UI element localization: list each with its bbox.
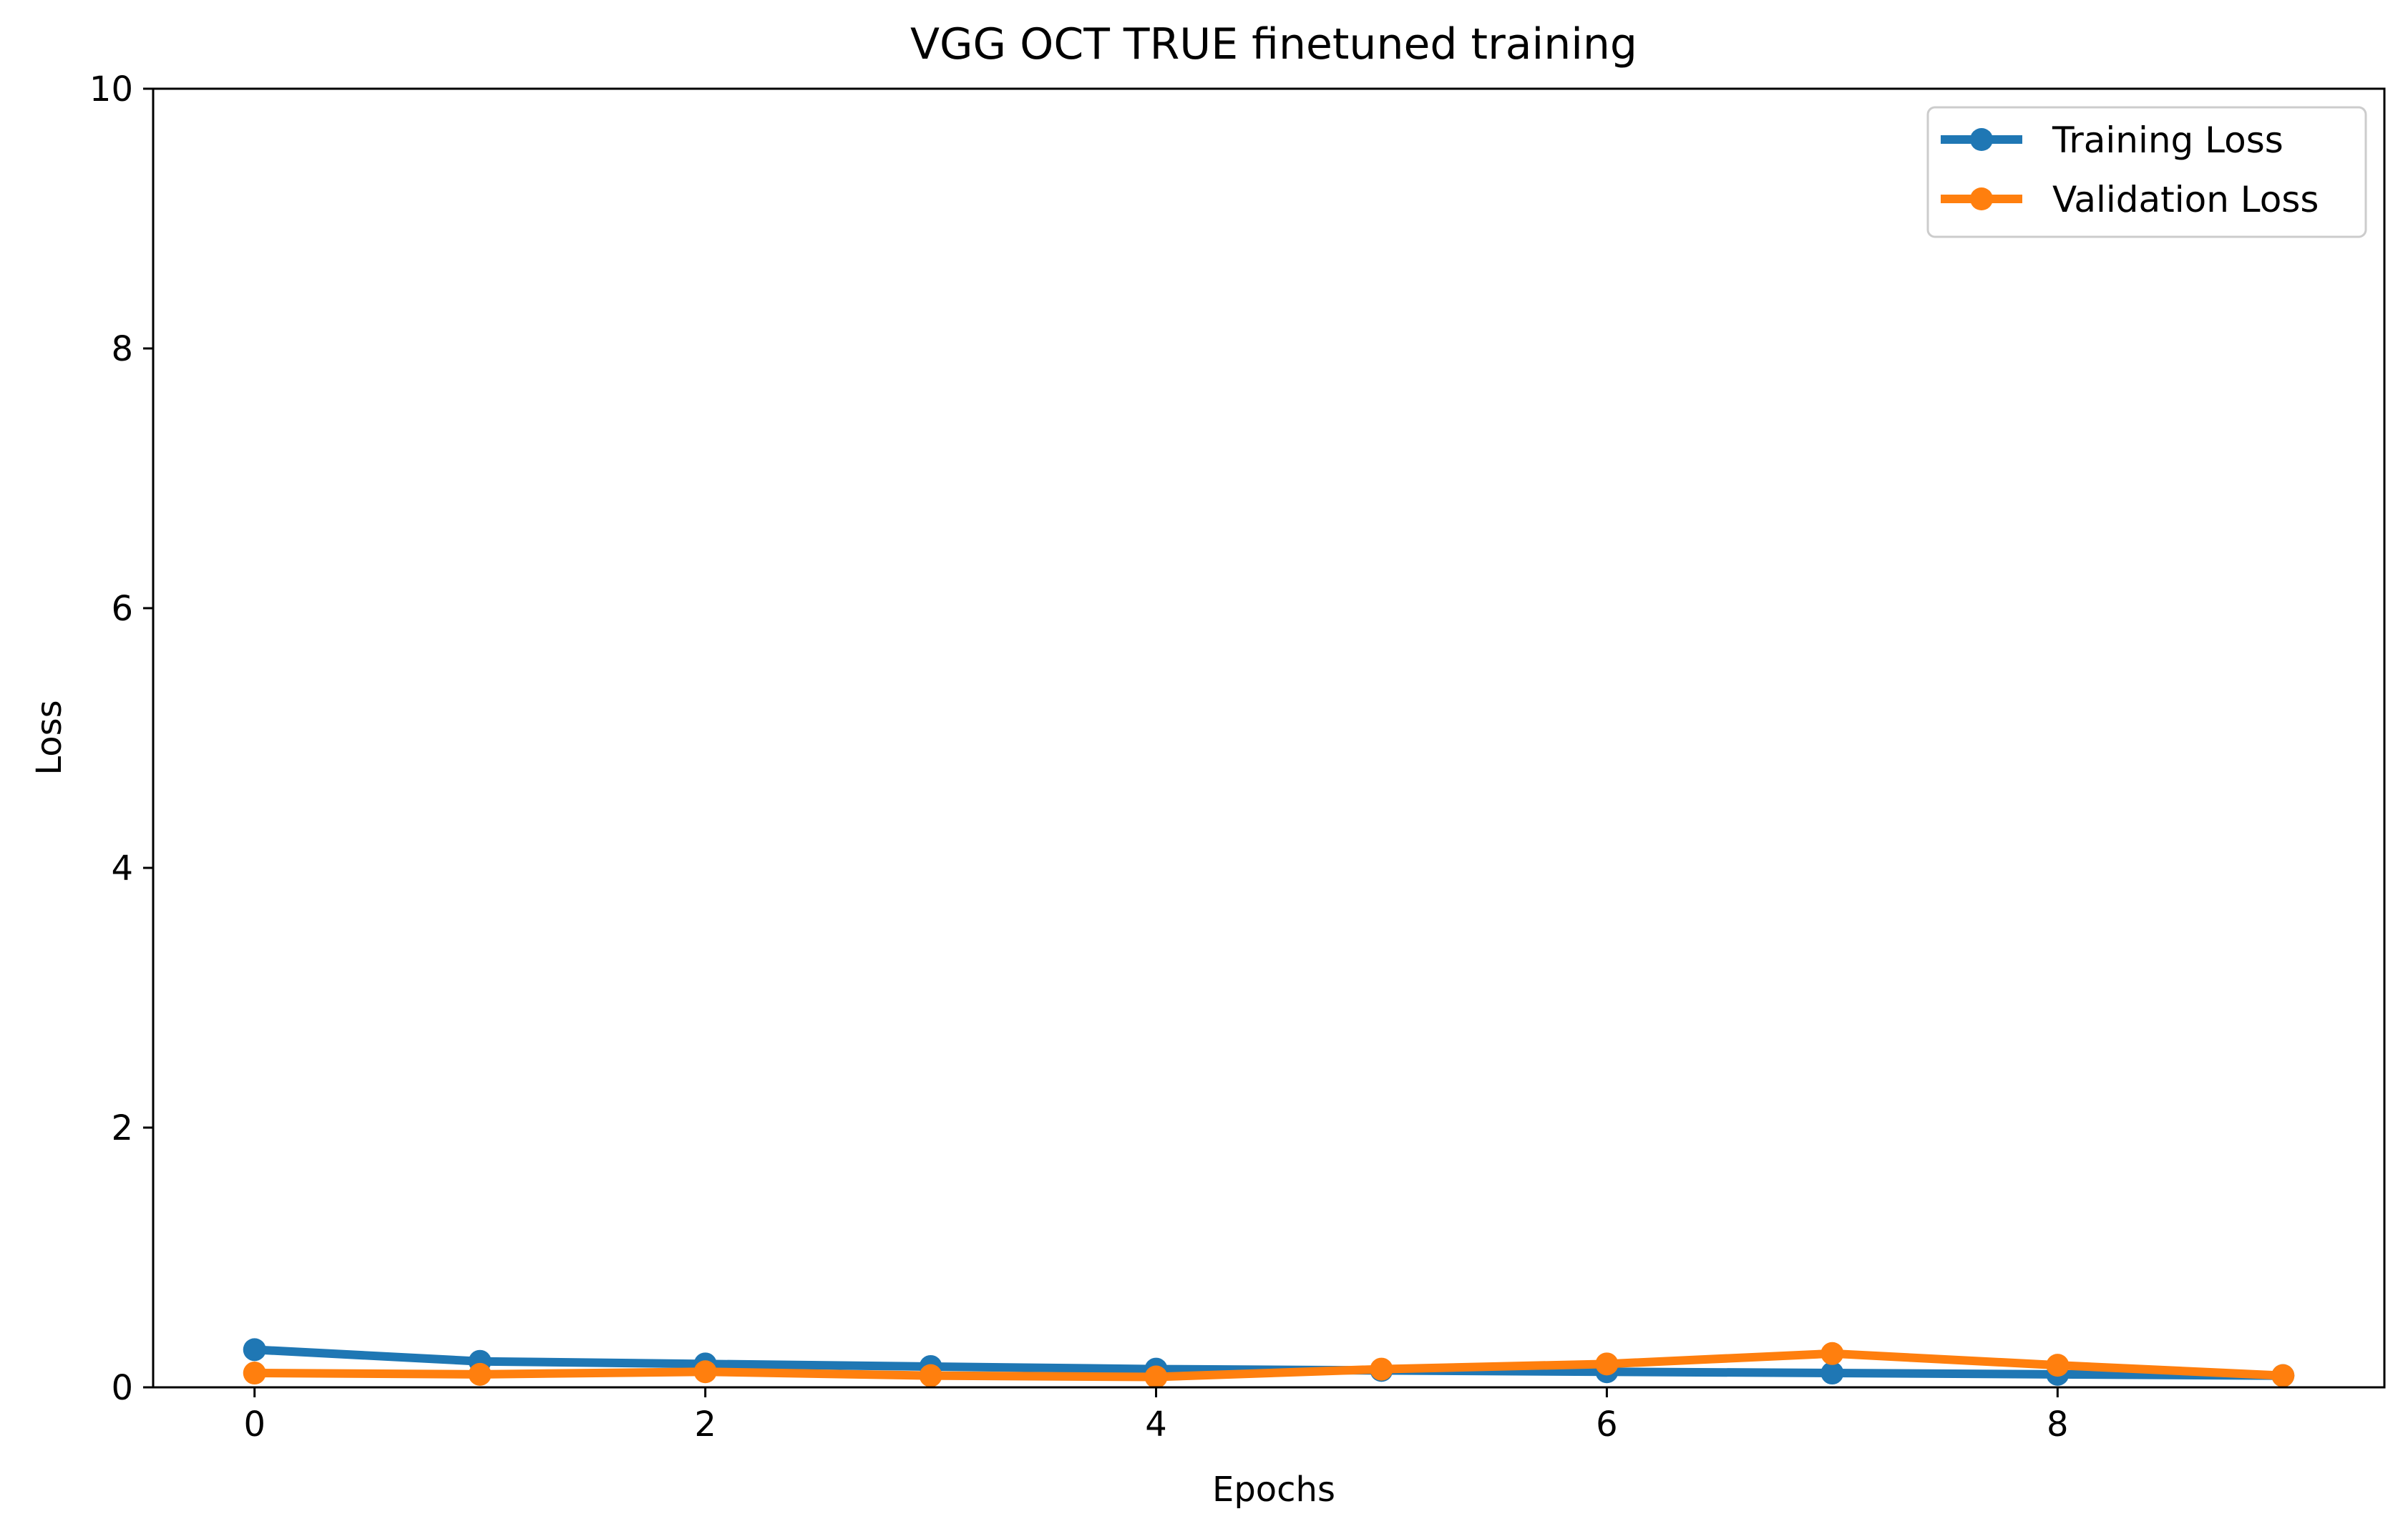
legend-frame: [1926, 106, 2367, 238]
data-point-validation-loss: [919, 1364, 942, 1387]
y-tick-label: 0: [111, 1368, 133, 1408]
plot-frame: [152, 87, 2386, 1389]
chart-title: VGG OCT TRUE finetuned training: [910, 19, 1637, 69]
data-point-validation-loss: [1370, 1357, 1393, 1381]
plot-background: [153, 89, 2384, 1387]
tick-layer: 0 2 4 6 8 0 2 4 6 8 10: [89, 69, 2069, 1445]
series-validation-loss: [243, 1342, 2295, 1389]
legend-entry-training-loss: Training Loss: [1941, 119, 2283, 161]
data-point-validation-loss: [468, 1362, 492, 1386]
legend-label-training-loss: Training Loss: [2052, 119, 2283, 161]
data-point-training-loss: [1820, 1362, 1844, 1385]
x-axis-label: Epochs: [1212, 1470, 1335, 1510]
series-line-validation-loss: [250, 1349, 2288, 1382]
legend-label-validation-loss: Validation Loss: [2052, 179, 2319, 220]
data-point-validation-loss: [1595, 1352, 1619, 1376]
legend-marker-validation-loss: [1970, 187, 1993, 210]
y-tick-label: 2: [111, 1108, 133, 1148]
legend-entry-validation-loss: Validation Loss: [1941, 179, 2319, 220]
data-point-training-loss: [243, 1338, 266, 1362]
legend-marker-training-loss: [1970, 128, 1993, 151]
y-tick-label: 8: [111, 329, 133, 369]
data-point-validation-loss: [243, 1362, 266, 1385]
x-tick-label: 6: [1596, 1404, 1618, 1445]
x-tick-label: 2: [694, 1404, 716, 1445]
data-point-validation-loss: [2046, 1354, 2070, 1377]
data-point-validation-loss: [693, 1360, 717, 1384]
series-layer: [243, 1338, 2295, 1389]
plot-area: 0 2 4 6 8 0 2 4 6 8 10: [89, 69, 2386, 1445]
y-tick-label: 10: [89, 69, 133, 109]
x-tick-label: 4: [1145, 1404, 1167, 1445]
x-tick-label: 0: [243, 1404, 265, 1445]
legend: Training Loss Validation Loss: [1926, 106, 2367, 238]
data-point-validation-loss: [1820, 1342, 1844, 1365]
data-point-validation-loss: [1144, 1365, 1168, 1389]
y-tick-label: 4: [111, 849, 133, 889]
x-tick-label: 8: [2047, 1404, 2069, 1445]
y-tick-label: 6: [111, 589, 133, 629]
y-axis-label: Loss: [29, 700, 69, 775]
data-point-validation-loss: [2271, 1364, 2295, 1387]
